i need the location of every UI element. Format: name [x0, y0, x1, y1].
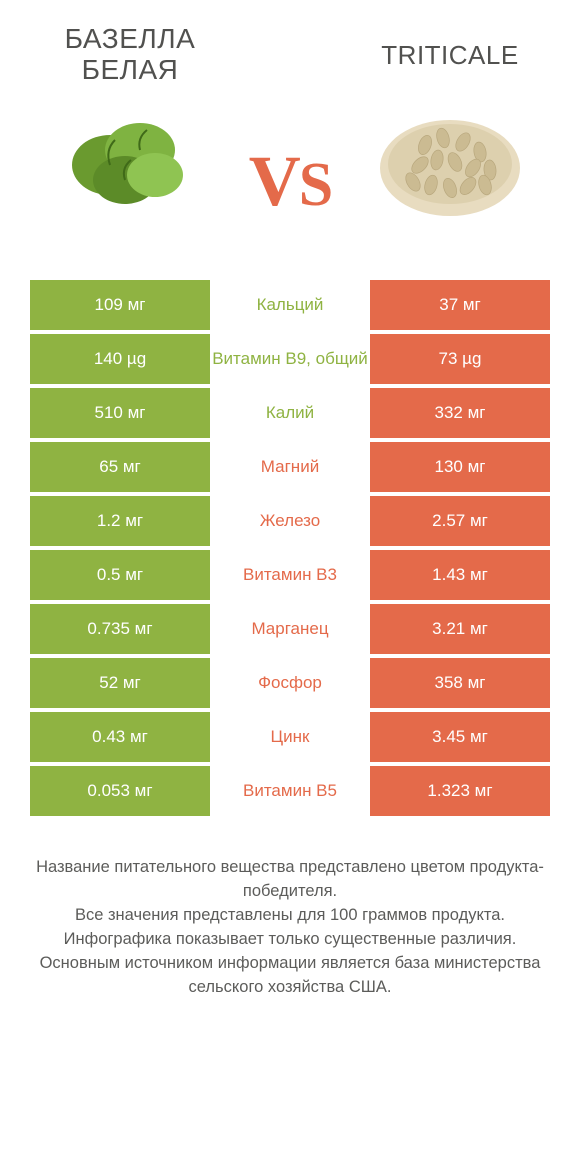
- right-value: 3.21 мг: [370, 604, 550, 654]
- right-value: 3.45 мг: [370, 712, 550, 762]
- nutrient-label: Кальций: [210, 280, 370, 330]
- table-row: 52 мгФосфор358 мг: [30, 658, 550, 708]
- table-row: 140 µgВитамин B9, общий73 µg: [30, 334, 550, 384]
- nutrient-label: Витамин B9, общий: [210, 334, 370, 384]
- vs-label: VS: [249, 140, 331, 223]
- left-value: 510 мг: [30, 388, 210, 438]
- right-product-image: [365, 90, 535, 230]
- table-row: 0.5 мгВитамин B31.43 мг: [30, 550, 550, 600]
- left-value: 0.5 мг: [30, 550, 210, 600]
- right-value: 130 мг: [370, 442, 550, 492]
- right-value: 1.43 мг: [370, 550, 550, 600]
- left-product: БАЗЕЛЛА БЕЛАЯ: [30, 20, 230, 230]
- nutrient-label: Марганец: [210, 604, 370, 654]
- right-value: 37 мг: [370, 280, 550, 330]
- footer-line: Инфографика показывает только существенн…: [30, 928, 550, 952]
- table-row: 65 мгМагний130 мг: [30, 442, 550, 492]
- right-value: 73 µg: [370, 334, 550, 384]
- left-title: БАЗЕЛЛА БЕЛАЯ: [30, 20, 230, 90]
- right-value: 332 мг: [370, 388, 550, 438]
- nutrient-label: Витамин B3: [210, 550, 370, 600]
- right-value: 2.57 мг: [370, 496, 550, 546]
- left-value: 65 мг: [30, 442, 210, 492]
- footer-note: Название питательного вещества представл…: [30, 856, 550, 1000]
- footer-line: Основным источником информации является …: [30, 952, 550, 1000]
- left-value: 0.43 мг: [30, 712, 210, 762]
- table-row: 0.43 мгЦинк3.45 мг: [30, 712, 550, 762]
- table-row: 1.2 мгЖелезо2.57 мг: [30, 496, 550, 546]
- nutrient-label: Витамин B5: [210, 766, 370, 816]
- nutrient-label: Железо: [210, 496, 370, 546]
- right-value: 1.323 мг: [370, 766, 550, 816]
- table-row: 0.053 мгВитамин B51.323 мг: [30, 766, 550, 816]
- table-row: 510 мгКалий332 мг: [30, 388, 550, 438]
- nutrient-label: Цинк: [210, 712, 370, 762]
- table-row: 109 мгКальций37 мг: [30, 280, 550, 330]
- left-value: 109 мг: [30, 280, 210, 330]
- footer-line: Название питательного вещества представл…: [30, 856, 550, 904]
- header: БАЗЕЛЛА БЕЛАЯ VS TRITICALE: [0, 0, 580, 250]
- nutrient-table: 109 мгКальций37 мг140 µgВитамин B9, общи…: [30, 280, 550, 816]
- footer-line: Все значения представлены для 100 граммо…: [30, 904, 550, 928]
- left-value: 52 мг: [30, 658, 210, 708]
- left-value: 0.735 мг: [30, 604, 210, 654]
- right-title: TRITICALE: [381, 20, 518, 90]
- left-value: 140 µg: [30, 334, 210, 384]
- right-product: TRITICALE: [350, 20, 550, 230]
- nutrient-label: Фосфор: [210, 658, 370, 708]
- table-row: 0.735 мгМарганец3.21 мг: [30, 604, 550, 654]
- right-value: 358 мг: [370, 658, 550, 708]
- nutrient-label: Калий: [210, 388, 370, 438]
- nutrient-label: Магний: [210, 442, 370, 492]
- left-value: 1.2 мг: [30, 496, 210, 546]
- left-value: 0.053 мг: [30, 766, 210, 816]
- left-product-image: [45, 90, 215, 230]
